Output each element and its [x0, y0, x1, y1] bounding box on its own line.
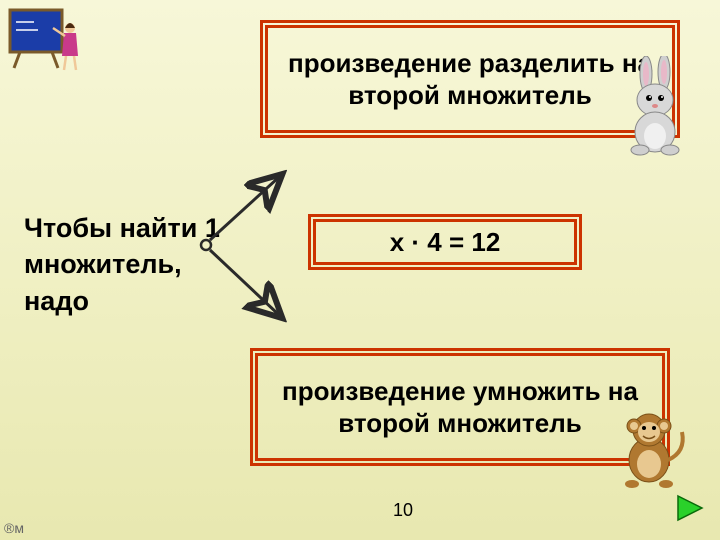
monkey-decor [604, 402, 694, 497]
page-number-text: 10 [393, 500, 413, 520]
slide: произведение разделить на второй множите… [0, 0, 720, 540]
equation-box: х · 4 = 12 [308, 214, 582, 270]
page-number: 10 [393, 500, 413, 521]
equation-text: х · 4 = 12 [390, 226, 501, 259]
next-slide-button[interactable] [672, 490, 708, 531]
footer-mark-text: ®м [4, 520, 24, 536]
footer-mark: ®м [4, 520, 24, 536]
option-bottom-text: произведение умножить на второй множител… [258, 375, 662, 440]
